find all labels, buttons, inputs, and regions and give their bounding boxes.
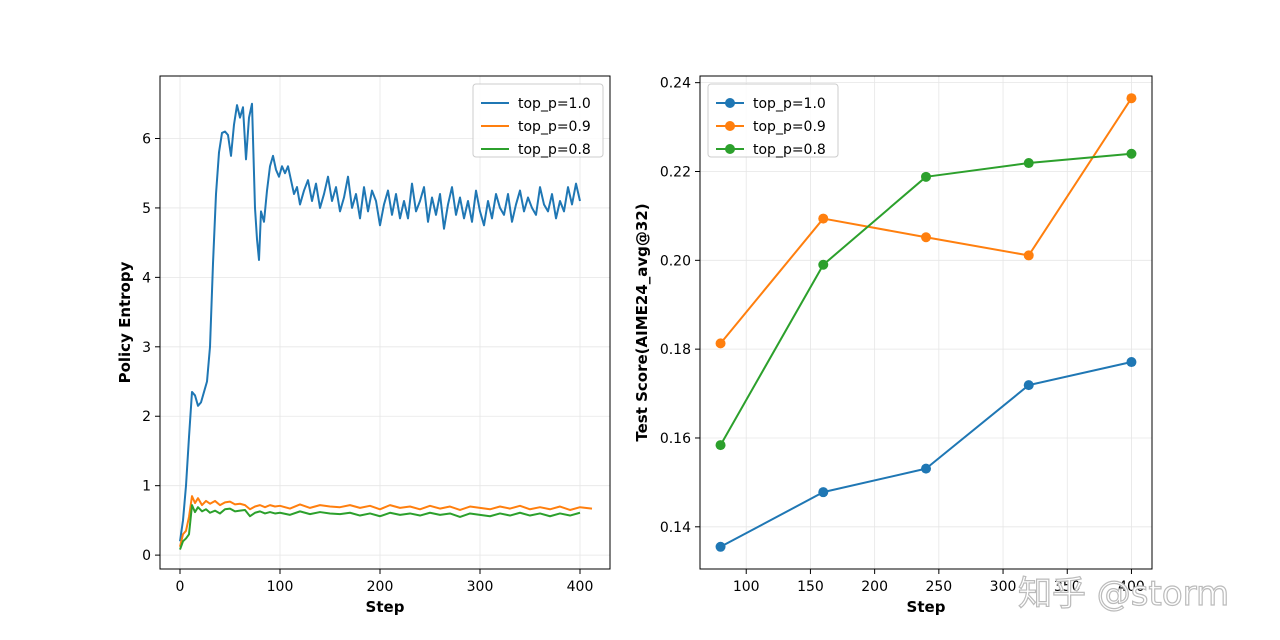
x-tick-label: 150 (797, 579, 824, 595)
x-tick-label: 200 (367, 579, 394, 595)
x-tick-label: 250 (925, 579, 952, 595)
x-axis-title: Step (907, 598, 946, 616)
legend-marker (725, 144, 735, 154)
data-point-top_p=0.9 (1023, 250, 1034, 261)
x-tick-label: 300 (990, 579, 1017, 595)
legend-label: top_p=0.9 (518, 119, 591, 135)
data-point-top_p=1.0 (818, 487, 829, 498)
data-point-top_p=0.8 (715, 440, 726, 451)
series-line-top_p=0.8 (719, 152, 1132, 446)
y-tick-label: 3 (142, 340, 151, 356)
legend-label: top_p=0.8 (518, 142, 591, 158)
y-tick-label: 0.18 (660, 342, 691, 358)
entropy-chart: 0 100 200 300 400 0 1 2 3 4 5 6 Step Policy Entropy to… (116, 75, 611, 616)
y-tick-label: 0.20 (660, 253, 691, 269)
data-point-top_p=0.8 (921, 171, 931, 182)
data-point-top_p=1.0 (715, 541, 726, 552)
y-tick-label: 0.22 (660, 164, 691, 180)
axes-frame (159, 75, 611, 570)
x-tick-label: 400 (1118, 579, 1145, 595)
x-tick-label: 400 (567, 579, 594, 595)
data-point-top_p=0.9 (818, 213, 829, 224)
legend-marker (725, 121, 735, 131)
legend-label: top_p=1.0 (518, 96, 591, 112)
data-point-top_p=0.8 (1126, 148, 1137, 159)
data-point-top_p=0.9 (715, 338, 726, 349)
test-score-chart: 100 150 200 250 300 350 400 0.14 0.16 0.18 0.20 0.2… (633, 75, 1153, 616)
watermark: 知乎 @storm (1018, 574, 1229, 614)
x-tick-label: 100 (733, 579, 760, 595)
data-point-top_p=0.9 (1126, 93, 1137, 104)
legend-marker (725, 98, 735, 108)
series-line-top_p=1.0 (720, 361, 1132, 548)
data-point-top_p=0.8 (1023, 158, 1034, 169)
y-axis-title: Policy Entropy (116, 261, 134, 383)
y-tick-label: 6 (142, 131, 151, 147)
x-tick-label: 300 (467, 579, 494, 595)
x-tick-label: 200 (861, 579, 888, 595)
y-axis-title: Test Score(AIME24_avg@32) (633, 203, 651, 441)
data-point-top_p=0.8 (818, 259, 829, 270)
y-tick-label: 0.14 (660, 520, 691, 536)
y-tick-label: 0.16 (660, 431, 691, 447)
legend-label: top_p=1.0 (753, 96, 826, 112)
series-line-top_p=0.8 (179, 504, 581, 550)
data-point-top_p=1.0 (1126, 357, 1137, 368)
y-tick-label: 1 (142, 479, 151, 495)
x-axis-title: Step (366, 598, 405, 616)
x-tick-label: 350 (1054, 579, 1081, 595)
y-tick-label: 5 (142, 201, 151, 217)
axes-frame (699, 75, 1153, 570)
series-line-top_p=0.9 (179, 495, 593, 548)
legend-label: top_p=0.8 (753, 142, 826, 158)
x-tick-label: 100 (267, 579, 294, 595)
y-tick-label: 2 (142, 409, 151, 425)
y-tick-label: 0 (142, 548, 151, 564)
data-point-top_p=1.0 (921, 463, 931, 474)
x-tick-label: 0 (176, 579, 185, 595)
y-tick-label: 4 (142, 270, 151, 286)
legend: top_p=1.0 top_p=0.9 top_p=0.8 (707, 83, 839, 158)
y-tick-label: 0.24 (660, 76, 691, 92)
series-line-top_p=1.0 (179, 102, 581, 542)
data-point-top_p=1.0 (1023, 380, 1034, 391)
legend: top_p=1.0 top_p=0.9 top_p=0.8 (472, 83, 604, 158)
legend-label: top_p=0.9 (753, 119, 826, 135)
data-point-top_p=0.9 (921, 232, 931, 243)
